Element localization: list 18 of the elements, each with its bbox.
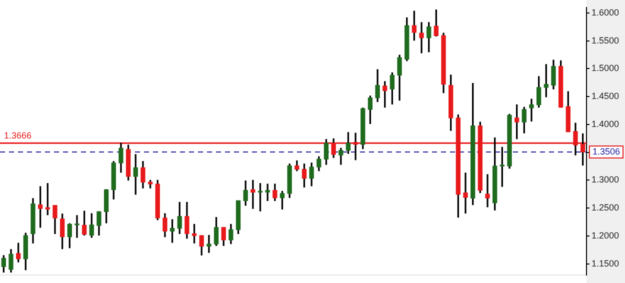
candlestick: [419, 22, 424, 54]
candlestick: [529, 98, 534, 122]
candlestick: [485, 174, 490, 208]
y-tick-label: 1.4000: [591, 118, 620, 129]
y-tick-label: 1.6000: [591, 7, 620, 18]
candlestick: [265, 184, 270, 202]
candlestick: [74, 215, 80, 238]
y-tick-label: 1.3000: [591, 174, 620, 185]
y-tick-label: 1.4500: [591, 91, 620, 102]
y-tick-label: 1.1500: [591, 258, 620, 268]
y-tick-label: 1.5500: [591, 35, 620, 46]
y-tick-label: 1.5000: [591, 63, 620, 74]
y-tick-label: 1.2000: [591, 230, 620, 240]
candlestick: [463, 172, 468, 214]
ref-line-label: 1.3666: [4, 130, 32, 141]
candlestick: [206, 234, 212, 253]
y-tick-label: 1.2500: [591, 202, 620, 213]
ref-line-label: 1.3506: [592, 146, 620, 156]
